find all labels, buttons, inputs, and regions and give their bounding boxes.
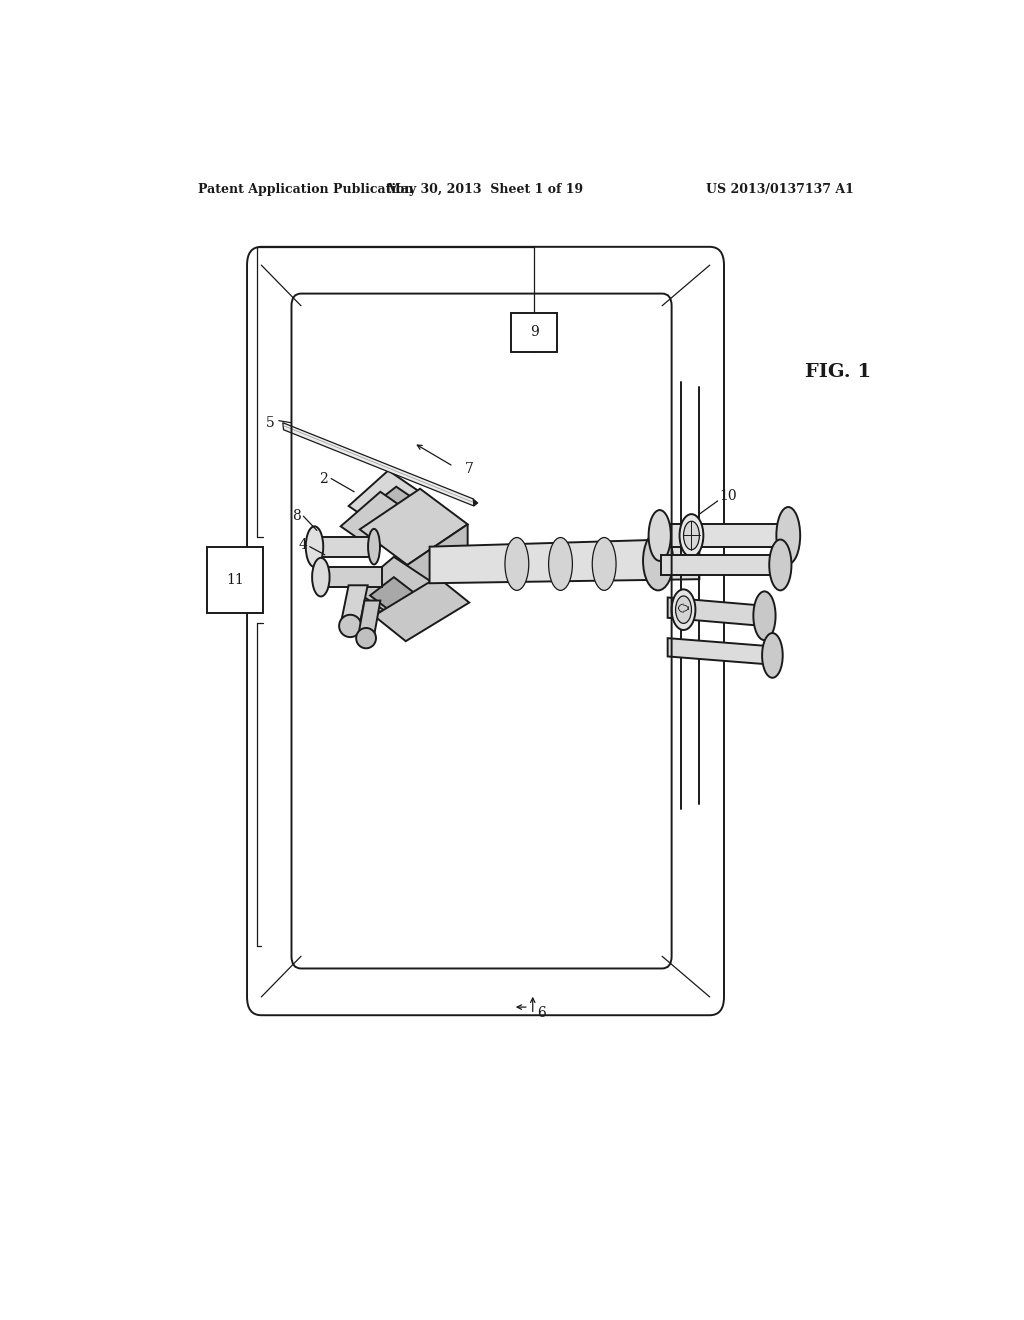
Ellipse shape [368, 529, 380, 565]
Polygon shape [374, 487, 422, 520]
Ellipse shape [505, 537, 528, 590]
Polygon shape [341, 585, 368, 624]
Polygon shape [659, 524, 786, 546]
Polygon shape [662, 554, 778, 576]
Ellipse shape [356, 628, 376, 648]
Polygon shape [341, 492, 416, 550]
Polygon shape [374, 577, 469, 642]
Text: May 30, 2013  Sheet 1 of 19: May 30, 2013 Sheet 1 of 19 [387, 183, 584, 197]
Text: 5: 5 [266, 416, 274, 430]
Text: 11: 11 [226, 573, 244, 586]
Bar [207, 546, 263, 612]
Text: 9: 9 [530, 325, 539, 339]
Ellipse shape [648, 510, 671, 561]
Polygon shape [283, 422, 474, 506]
Ellipse shape [676, 595, 691, 623]
Ellipse shape [306, 527, 324, 568]
Polygon shape [668, 638, 771, 664]
FancyBboxPatch shape [247, 247, 724, 1015]
Ellipse shape [672, 589, 695, 630]
Text: 2: 2 [319, 471, 328, 486]
Polygon shape [359, 488, 468, 565]
Polygon shape [354, 557, 433, 616]
Text: 10: 10 [719, 488, 737, 503]
Ellipse shape [592, 537, 616, 590]
Text: US 2013/0137137 A1: US 2013/0137137 A1 [707, 183, 854, 197]
Polygon shape [325, 568, 382, 587]
Text: Patent Application Publication: Patent Application Publication [198, 183, 414, 197]
Ellipse shape [339, 615, 361, 638]
Polygon shape [359, 565, 408, 615]
Polygon shape [408, 524, 468, 607]
Ellipse shape [643, 532, 673, 590]
Polygon shape [318, 536, 374, 557]
Ellipse shape [684, 521, 699, 549]
Polygon shape [348, 470, 426, 532]
Text: 7: 7 [465, 462, 474, 477]
Ellipse shape [776, 507, 800, 564]
Polygon shape [430, 539, 699, 583]
Ellipse shape [762, 634, 782, 677]
Text: FIG. 1: FIG. 1 [805, 363, 871, 381]
Text: 4: 4 [298, 537, 307, 552]
Ellipse shape [549, 537, 572, 590]
Polygon shape [668, 598, 763, 626]
Ellipse shape [769, 540, 792, 590]
Polygon shape [370, 577, 418, 614]
Text: 8: 8 [292, 510, 301, 523]
Polygon shape [473, 499, 478, 506]
Bar [511, 313, 557, 351]
Text: 6: 6 [537, 1006, 546, 1020]
Ellipse shape [754, 591, 775, 640]
Polygon shape [358, 601, 380, 636]
Ellipse shape [680, 515, 703, 557]
Ellipse shape [312, 558, 330, 597]
